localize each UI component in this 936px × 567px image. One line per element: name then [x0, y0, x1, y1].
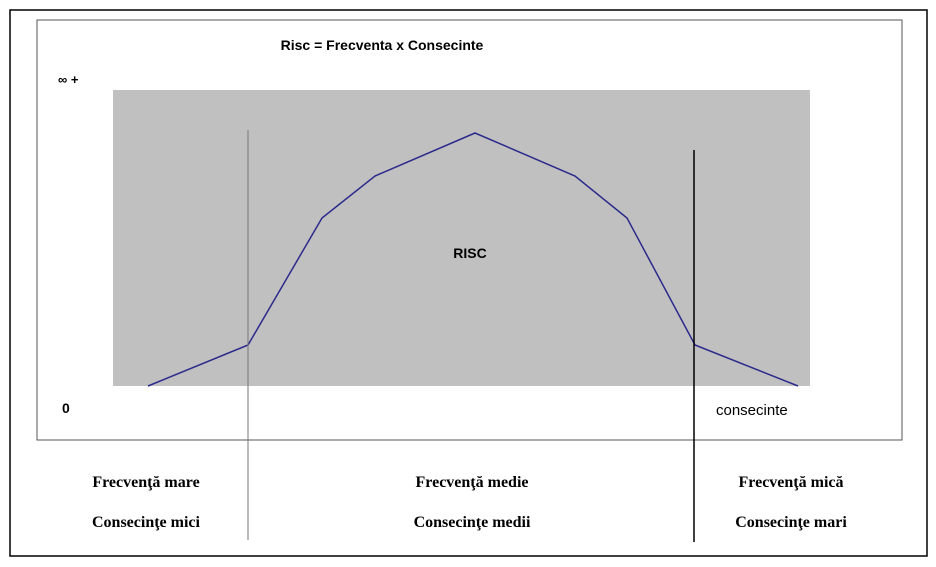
- origin-label: 0: [62, 400, 70, 416]
- title: Risc = Frecventa x Consecinte: [281, 37, 484, 53]
- risk-curve: [147, 132, 799, 387]
- x-axis-label: consecinte: [716, 402, 788, 419]
- y-top-label: ∞ +: [58, 72, 79, 87]
- zone-consequence: Consecinţe mari: [735, 514, 847, 531]
- zone-frequency: Frecvenţă medie: [416, 474, 529, 491]
- zone-frequency: Frecvenţă mică: [739, 474, 844, 491]
- area-label: RISC: [453, 245, 486, 261]
- chart-frame: [36, 19, 903, 441]
- zone-consequence: Consecinţe mici: [92, 514, 201, 531]
- zone-frequency: Frecvenţă mare: [92, 474, 199, 491]
- zone-consequence: Consecinţe medii: [414, 514, 531, 531]
- risk-area: [113, 90, 810, 386]
